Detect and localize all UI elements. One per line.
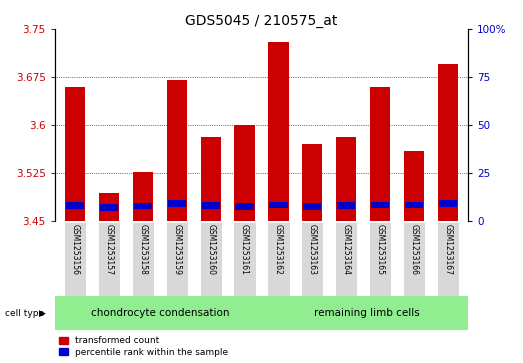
Bar [439, 200, 457, 207]
Bar [133, 172, 153, 221]
Bar [201, 202, 220, 209]
Text: ▶: ▶ [39, 309, 46, 318]
Bar [405, 201, 423, 208]
Bar [55, 296, 265, 330]
Bar [268, 42, 289, 221]
Bar [66, 202, 84, 209]
Bar [437, 222, 459, 297]
Bar [336, 137, 356, 221]
Bar [371, 201, 389, 208]
Bar [134, 203, 152, 209]
Bar [403, 222, 425, 297]
Bar [100, 204, 118, 211]
Text: GSM1253156: GSM1253156 [71, 224, 79, 275]
Bar [98, 222, 120, 297]
Bar [99, 192, 119, 221]
Text: GSM1253163: GSM1253163 [308, 224, 317, 275]
Bar [369, 222, 391, 297]
Text: GSM1253158: GSM1253158 [139, 224, 147, 274]
Bar [167, 80, 187, 221]
Text: remaining limb cells: remaining limb cells [314, 308, 419, 318]
Bar [302, 144, 323, 221]
Bar [235, 204, 254, 210]
Bar [265, 296, 468, 330]
Text: chondrocyte condensation: chondrocyte condensation [90, 308, 229, 318]
Bar [166, 222, 188, 297]
Text: GSM1253160: GSM1253160 [206, 224, 215, 275]
Bar [303, 204, 322, 210]
Text: GSM1253159: GSM1253159 [173, 224, 181, 275]
Text: cell type: cell type [5, 309, 44, 318]
Bar [64, 222, 86, 297]
Bar [404, 151, 424, 221]
Text: GSM1253165: GSM1253165 [376, 224, 384, 275]
Bar [65, 87, 85, 221]
Bar [200, 137, 221, 221]
Text: GSM1253166: GSM1253166 [410, 224, 418, 275]
Bar [337, 202, 355, 209]
Bar [370, 87, 390, 221]
Bar [438, 64, 458, 221]
Bar [335, 222, 357, 297]
Text: GSM1253167: GSM1253167 [444, 224, 452, 275]
Bar [168, 200, 186, 207]
Text: GSM1253161: GSM1253161 [240, 224, 249, 274]
Bar [269, 201, 288, 208]
Text: GSM1253164: GSM1253164 [342, 224, 350, 275]
Text: GSM1253162: GSM1253162 [274, 224, 283, 274]
Bar [200, 222, 222, 297]
Bar [234, 125, 255, 221]
Text: GSM1253157: GSM1253157 [105, 224, 113, 275]
Bar [301, 222, 324, 297]
Title: GDS5045 / 210575_at: GDS5045 / 210575_at [185, 14, 338, 28]
Bar [233, 222, 256, 297]
Bar [132, 222, 154, 297]
Bar [267, 222, 290, 297]
Legend: transformed count, percentile rank within the sample: transformed count, percentile rank withi… [57, 335, 230, 359]
